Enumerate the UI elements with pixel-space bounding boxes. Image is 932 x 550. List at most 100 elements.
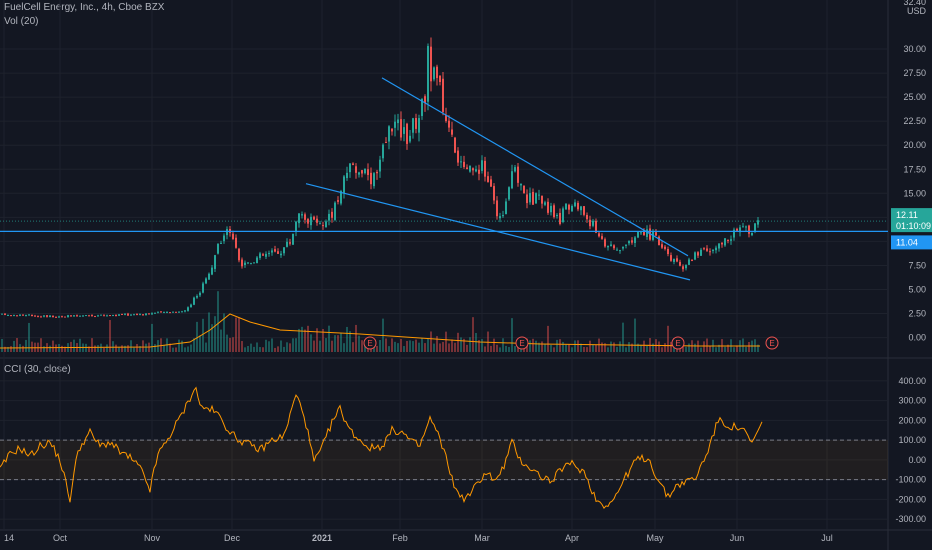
volume-bar (511, 318, 513, 352)
countdown-value: 01:10:09 (896, 221, 931, 231)
candle-body (427, 46, 429, 102)
volume-bar (265, 339, 267, 352)
candle-body (58, 316, 60, 318)
candle-body (34, 315, 36, 317)
volume-bar (694, 343, 696, 352)
candle-body (202, 283, 204, 293)
candle-body (472, 168, 474, 171)
candle-body (394, 121, 396, 128)
volume-bar (517, 347, 519, 352)
price-tick-label: 25.00 (903, 92, 926, 102)
volume-bar (544, 343, 546, 352)
price-tick-label: 0.00 (908, 333, 926, 343)
candle-body (316, 218, 318, 223)
volume-bar (208, 312, 210, 352)
volume-bar (502, 338, 504, 352)
earnings-marker-circle (765, 336, 779, 350)
currency-label: USD (907, 6, 927, 16)
candle-body (274, 249, 276, 252)
candle-body (706, 248, 708, 251)
candle-body (622, 246, 624, 249)
candle-body (112, 315, 114, 317)
volume-bar (586, 347, 588, 352)
candle-body (718, 243, 720, 249)
candle-body (322, 225, 324, 227)
volume-bar (664, 343, 666, 352)
candle-body (262, 254, 264, 256)
volume-bar (496, 344, 498, 352)
candle-body (367, 169, 369, 175)
candle-body (163, 312, 165, 314)
volume-bar (250, 343, 252, 352)
volume-bar (232, 337, 234, 352)
volume-bar (397, 343, 399, 352)
candle-body (148, 313, 150, 315)
volume-bar (559, 339, 561, 352)
volume-bar (745, 346, 747, 352)
candle-body (178, 311, 180, 313)
candle-body (244, 262, 246, 265)
volume-bar (508, 346, 510, 352)
candle-body (511, 171, 513, 189)
volume-bar (25, 339, 27, 352)
volume-bar (445, 331, 447, 352)
candle-body (190, 304, 192, 308)
candle-body (136, 313, 138, 315)
volume-bar (718, 344, 720, 352)
volume-bar (742, 338, 744, 352)
volume-bar (88, 346, 90, 352)
candle-body (430, 46, 432, 82)
volume-bar (10, 346, 12, 352)
candle-body (742, 226, 744, 228)
volume-bar (748, 342, 750, 352)
candle-body (691, 259, 693, 261)
volume-bar (457, 332, 459, 352)
x-tick-label: May (646, 533, 664, 543)
candle-body (205, 278, 207, 284)
candle-body (397, 119, 399, 124)
candle-body (550, 205, 552, 213)
candle-body (199, 292, 201, 296)
candle-body (517, 166, 519, 183)
candle-body (598, 233, 600, 237)
candle-body (496, 200, 498, 217)
candle-body (568, 204, 570, 210)
candle-body (610, 244, 612, 247)
cci-tick-label: 100.00 (898, 435, 926, 445)
volume-bar (346, 326, 348, 352)
candle-body (499, 216, 501, 219)
candle-body (403, 127, 405, 134)
price-tick-label: 20.00 (903, 140, 926, 150)
candle-body (331, 211, 333, 218)
volume-bar (622, 322, 624, 352)
candle-body (10, 315, 12, 317)
cci-tick-label: -100.00 (895, 475, 926, 485)
earnings-marker-circle (515, 336, 529, 350)
volume-bar (409, 340, 411, 352)
x-tick-label: Dec (224, 533, 241, 543)
volume-bar (343, 343, 345, 352)
volume-bar (757, 344, 759, 352)
candle-body (562, 208, 564, 222)
volume-bar (475, 332, 477, 352)
volume-bar (334, 335, 336, 352)
candle-body (145, 313, 147, 316)
cci-line (0, 386, 763, 509)
candle-body (523, 185, 525, 194)
volume-bar (130, 340, 132, 352)
candle-body (454, 137, 456, 153)
candle-body (421, 98, 423, 116)
volume-bar (661, 347, 663, 352)
candle-body (88, 315, 90, 317)
volume-bar (610, 341, 612, 352)
volume-bar (688, 343, 690, 352)
volume-bar (541, 341, 543, 352)
candle-body (586, 214, 588, 220)
candle-body (349, 163, 351, 173)
volume-bar (388, 346, 390, 352)
candle-body (40, 316, 42, 318)
candle-body (133, 314, 135, 316)
candle-body (535, 193, 537, 204)
candle-body (727, 239, 729, 241)
